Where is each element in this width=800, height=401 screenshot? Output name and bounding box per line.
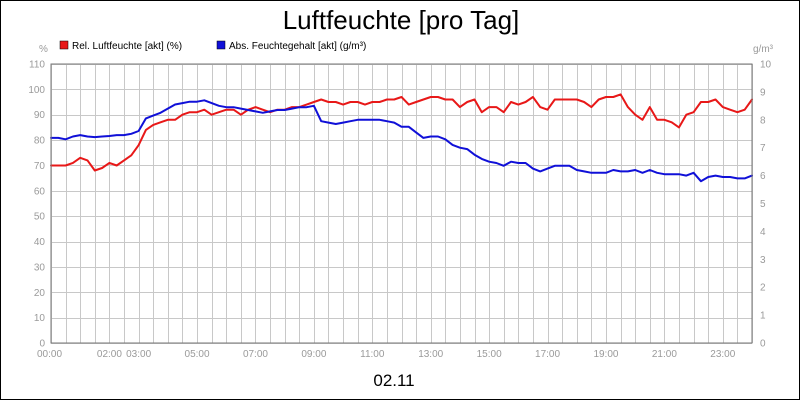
y-left-tick-labels: 0 10 20 30 40 50 60 70 80 90 100 110 <box>28 60 45 350</box>
x-tick-label: 19:00 <box>593 349 618 360</box>
y-left-tick-label: 110 <box>29 60 45 71</box>
legend-label-abs: Abs. Feuchtegehalt [akt] (g/m³) <box>229 41 366 52</box>
y-left-unit: % <box>39 44 48 55</box>
plot-area-border <box>50 63 753 344</box>
y-right-tick-label: 9 <box>760 87 766 98</box>
y-right-unit: g/m³ <box>753 44 774 55</box>
y-right-tick-label: 1 <box>760 311 766 322</box>
x-tick-label: 23:00 <box>710 349 735 360</box>
y-left-tick-label: 60 <box>34 186 46 197</box>
y-left-tick-label: 20 <box>34 288 46 299</box>
x-tick-label: 05:00 <box>185 349 210 360</box>
x-tick-label: 07:00 <box>243 349 268 360</box>
date-label: 02.11 <box>373 371 414 390</box>
series-line-rel-humidity <box>50 93 753 172</box>
y-right-tick-label: 8 <box>760 115 766 126</box>
chart-legend: Rel. Luftfeuchte [akt] (%) Abs. Feuchteg… <box>59 40 366 52</box>
y-left-tick-label: 0 <box>39 339 45 350</box>
y-left-tick-label: 50 <box>34 212 46 223</box>
y-right-tick-label: 5 <box>760 199 766 210</box>
x-tick-label: 17:00 <box>535 349 560 360</box>
y-right-tick-label: 2 <box>760 283 766 294</box>
y-left-tick-label: 90 <box>34 110 46 121</box>
y-right-tick-label: 0 <box>760 339 766 350</box>
legend-swatch-abs <box>216 40 226 50</box>
x-tick-labels: 00:00 02:00 03:00 05:00 07:00 09:00 11:00 13:00… <box>37 349 736 360</box>
series-lines <box>50 93 753 183</box>
y-right-tick-label: 10 <box>760 60 772 71</box>
x-tick-label: 03:00 <box>126 349 151 360</box>
grid-lines <box>51 64 753 344</box>
x-tick-label: 15:00 <box>477 349 502 360</box>
y-left-tick-label: 10 <box>34 313 46 324</box>
chart-title: Luftfeuchte [pro Tag] <box>283 5 520 35</box>
x-tick-label: 21:00 <box>652 349 677 360</box>
x-tick-label: 11:00 <box>360 349 385 360</box>
x-tick-label: 02:00 <box>97 349 122 360</box>
series-line-abs-humidity <box>50 99 753 183</box>
y-left-tick-label: 40 <box>34 237 46 248</box>
y-right-tick-label: 3 <box>760 255 766 266</box>
x-tick-label: 13:00 <box>418 349 443 360</box>
legend-swatch-rel <box>59 40 69 50</box>
y-right-tick-label: 6 <box>760 171 766 182</box>
x-tick-label: 09:00 <box>301 349 326 360</box>
y-left-tick-label: 80 <box>34 136 46 147</box>
y-left-tick-label: 100 <box>28 85 45 96</box>
x-tick-label: 00:00 <box>37 349 62 360</box>
y-right-tick-label: 7 <box>760 143 766 154</box>
y-right-tick-label: 4 <box>760 227 766 238</box>
y-right-tick-labels: 0 1 2 3 4 5 6 7 8 9 10 <box>760 60 772 350</box>
y-left-tick-label: 30 <box>34 262 46 273</box>
y-left-tick-label: 70 <box>34 161 46 172</box>
legend-label-rel: Rel. Luftfeuchte [akt] (%) <box>72 41 182 52</box>
